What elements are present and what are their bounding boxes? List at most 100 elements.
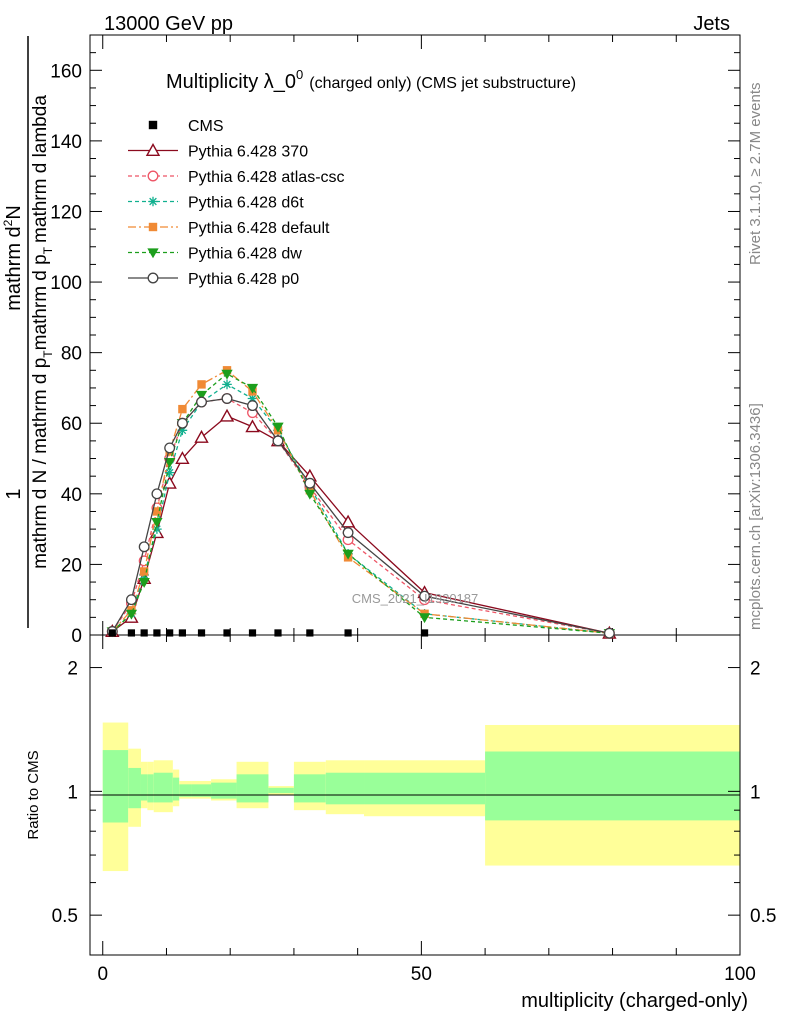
main-axes: 0 20 40 60 80 100 120 140 160 [50, 34, 741, 647]
series-point [178, 404, 187, 414]
series-point [304, 489, 316, 500]
ratio-tick-label: 2 [67, 659, 78, 680]
energy-label: 13000 GeV pp [104, 13, 233, 35]
series-point [419, 590, 431, 602]
legend-marker [148, 222, 158, 232]
series-4 [106, 369, 616, 640]
series-point [342, 527, 354, 539]
rivet-label: Rivet 3.1.10, ≥ 2.7M events [747, 83, 764, 266]
legend-label: Pythia 6.428 370 [188, 144, 308, 161]
series-point [194, 429, 209, 443]
ratio-band-green [268, 787, 294, 794]
series-line [111, 369, 610, 634]
cms-data-point [306, 629, 314, 637]
ratio-tick-label-right: 1 [750, 782, 761, 803]
cms-data-point [108, 629, 116, 637]
x-tick-label: 0 [97, 964, 108, 985]
chart-title-sup: 0 [296, 67, 303, 82]
ratio-band-green [179, 784, 192, 797]
series-point [175, 451, 190, 465]
legend-marker [147, 272, 159, 284]
series-point [603, 627, 615, 639]
ratio-band-green [102, 750, 129, 823]
legend-label: Pythia 6.428 d6t [188, 195, 304, 212]
legend-label: Pythia 6.428 default [188, 220, 330, 237]
series-point [418, 613, 431, 624]
ratio-band-green [147, 774, 154, 803]
cms-data-point [197, 629, 206, 637]
y-axis-label-one: 1 [3, 488, 25, 499]
legend-marker [145, 143, 161, 157]
cms-data-point [420, 629, 429, 637]
legend-marker [147, 248, 159, 259]
ratio-band-green [485, 751, 740, 821]
cms-data-point [274, 629, 282, 637]
ratio-band-green [211, 782, 237, 799]
x-tick-label: 100 [724, 964, 756, 985]
cms-data-point [127, 629, 136, 637]
ratio-band-green [153, 772, 173, 803]
y-tick-label: 160 [50, 61, 82, 82]
series-point [272, 422, 284, 433]
series-point [272, 435, 284, 447]
series-point [342, 549, 354, 560]
series-point [245, 419, 260, 433]
series-point [125, 609, 138, 620]
series-point [151, 488, 163, 500]
cms-data-point [166, 629, 174, 637]
series-point [246, 383, 259, 394]
series-point [195, 390, 208, 401]
ratio-band-green [128, 767, 141, 809]
series-point [138, 577, 150, 588]
series-point [247, 400, 258, 412]
cms-data-point [223, 629, 231, 637]
series-point [221, 369, 233, 380]
ratio-y-axis-label: Ratio to CMS [25, 750, 42, 839]
mcplots-label: mcplots.cern.ch [arXiv:1306.3436] [747, 403, 764, 630]
cms-data-point [248, 629, 257, 637]
y-tick-label: 60 [61, 414, 82, 435]
y-axis-label-denominator: mathrm d N / mathrm d pTmathrm d pTmathr… [30, 95, 55, 569]
chart-title-tail: (charged only) (CMS jet substructure) [309, 75, 576, 92]
legend-label: Pythia 6.428 p0 [188, 271, 299, 288]
series-point [340, 514, 356, 528]
legend-marker [147, 170, 159, 182]
series-line [111, 397, 610, 634]
ratio-band-green [364, 772, 486, 805]
x-axis-label: multiplicity (charged-only) [521, 990, 748, 1012]
process-label: Jets [693, 13, 730, 35]
series-point [197, 380, 206, 389]
ratio-band-green [236, 774, 269, 803]
legend-label: Pythia 6.428 atlas-csc [188, 169, 345, 186]
ratio-band-green [191, 784, 212, 797]
series-point [196, 396, 207, 408]
series-point [177, 425, 188, 436]
x-tick-label: 50 [411, 964, 432, 985]
ratio-axes: 0 50 100 0.5 0.5 1 1 2 2 [52, 635, 776, 985]
series-point [219, 408, 235, 422]
cms-data-point [178, 629, 187, 637]
y-tick-label: 120 [50, 202, 82, 223]
ratio-band-green [293, 774, 326, 803]
series-point [152, 524, 162, 534]
series-point [152, 507, 162, 516]
ratio-band-green [140, 774, 148, 801]
series-point [151, 517, 163, 528]
y-axis-label-numerator: mathrm d2N [1, 205, 25, 311]
legend-label-cms: CMS [188, 118, 224, 135]
legend-marker-cms [148, 120, 158, 130]
legend: CMS Pythia 6.428 370 Pythia 6.428 atlas-cs… [128, 118, 345, 288]
legend-label: Pythia 6.428 dw [188, 246, 302, 263]
ratio-uncertainty-bands [102, 722, 740, 872]
cms-data-point [344, 629, 352, 637]
series-point [304, 477, 316, 489]
series-point [139, 567, 149, 576]
series-point [138, 541, 150, 553]
ratio-band-green [325, 772, 365, 805]
ratio-tick-label-right: 2 [750, 659, 761, 680]
cms-data-point [140, 629, 148, 637]
series-point [164, 442, 176, 454]
y-tick-label: 100 [50, 273, 82, 294]
series-point [162, 475, 177, 489]
